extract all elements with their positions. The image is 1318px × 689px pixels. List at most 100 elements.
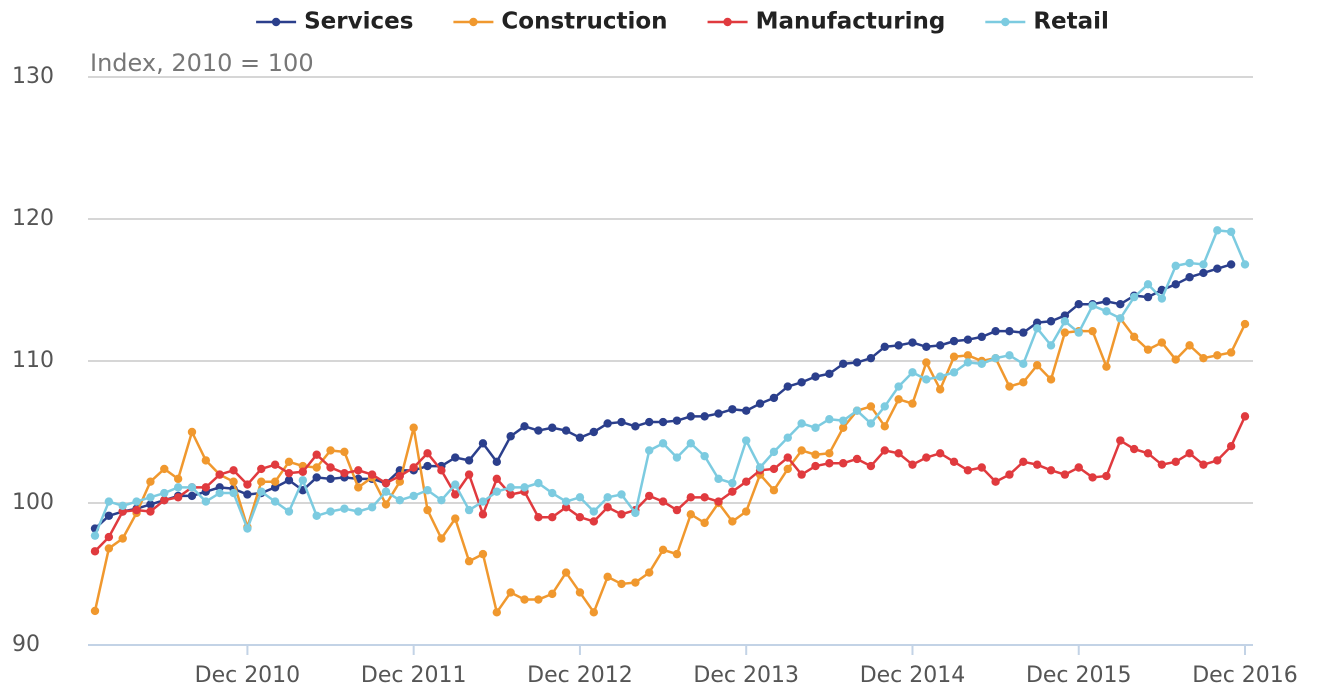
- data-point: [548, 423, 557, 432]
- data-point: [257, 464, 266, 474]
- data-point: [561, 426, 571, 435]
- data-point: [1157, 460, 1167, 469]
- data-point: [1171, 457, 1180, 467]
- data-point: [340, 504, 349, 513]
- data-point: [1116, 436, 1125, 445]
- data-point: [922, 342, 931, 351]
- data-point: [658, 417, 668, 427]
- data-point: [160, 495, 169, 505]
- data-point: [146, 493, 155, 502]
- data-point: [769, 464, 779, 474]
- data-point: [1143, 280, 1153, 289]
- data-point: [312, 450, 321, 459]
- data-point: [520, 422, 529, 431]
- data-point: [838, 359, 848, 369]
- legend-label: Manufacturing: [756, 9, 946, 35]
- data-point: [437, 534, 446, 543]
- data-point: [257, 487, 266, 496]
- data-point: [326, 507, 335, 516]
- data-point: [340, 468, 349, 478]
- data-point: [700, 518, 709, 528]
- data-point: [437, 495, 446, 505]
- x-tick-label: Dec 2016: [1192, 663, 1298, 688]
- data-point: [617, 510, 626, 519]
- data-point: [548, 488, 557, 498]
- data-point: [1171, 355, 1180, 364]
- data-point: [1019, 378, 1028, 387]
- data-point: [132, 505, 141, 515]
- data-point: [90, 547, 100, 556]
- data-point: [118, 501, 127, 511]
- data-point: [838, 459, 848, 468]
- data-point: [880, 446, 889, 455]
- data-point: [894, 382, 903, 391]
- y-tick-label: 100: [12, 490, 54, 515]
- data-point: [1213, 456, 1222, 465]
- data-point: [783, 433, 792, 442]
- data-point: [1005, 470, 1014, 479]
- data-point: [742, 406, 751, 415]
- data-point: [838, 423, 848, 432]
- data-point: [146, 500, 155, 509]
- data-point: [534, 426, 543, 435]
- data-point: [229, 477, 238, 486]
- x-tick-label: Dec 2011: [361, 663, 467, 688]
- data-point: [963, 351, 973, 360]
- data-point: [935, 385, 945, 394]
- data-point: [381, 478, 391, 488]
- data-point: [672, 453, 682, 462]
- data-point: [506, 588, 515, 597]
- data-point: [797, 378, 806, 387]
- data-point: [1116, 314, 1125, 323]
- data-point: [908, 368, 917, 377]
- data-point: [1143, 292, 1153, 302]
- data-point: [1088, 473, 1097, 482]
- data-point: [672, 416, 682, 425]
- data-point: [298, 476, 308, 485]
- data-point: [173, 493, 183, 502]
- legend-label: Construction: [501, 9, 667, 35]
- data-point: [742, 507, 751, 516]
- data-point: [1088, 301, 1097, 310]
- data-point: [423, 505, 432, 515]
- data-point: [755, 399, 765, 408]
- data-point: [1005, 326, 1014, 336]
- data-point: [728, 487, 737, 496]
- data-point: [977, 463, 986, 472]
- data-point: [1240, 260, 1250, 269]
- data-point: [104, 511, 114, 520]
- data-point: [783, 464, 792, 474]
- data-point: [880, 402, 889, 411]
- data-point: [492, 457, 502, 467]
- data-point: [1129, 332, 1139, 342]
- data-point: [603, 572, 612, 582]
- data-point: [658, 439, 668, 448]
- data-point: [949, 336, 959, 346]
- data-point: [1199, 460, 1208, 469]
- data-point: [381, 487, 391, 496]
- data-point: [728, 517, 737, 526]
- data-point: [714, 409, 723, 418]
- data-point: [160, 464, 169, 474]
- data-point: [589, 427, 598, 437]
- data-point: [769, 447, 779, 457]
- data-point: [589, 507, 598, 516]
- data-point: [1185, 449, 1194, 458]
- data-point: [284, 507, 294, 516]
- data-point: [395, 495, 405, 505]
- data-point: [284, 468, 294, 478]
- data-point: [575, 513, 585, 522]
- data-point: [1185, 341, 1194, 350]
- data-point: [783, 453, 792, 462]
- data-point: [686, 510, 695, 519]
- data-point: [243, 490, 252, 499]
- data-point: [1199, 353, 1208, 363]
- data-point: [243, 524, 252, 533]
- data-point: [714, 497, 723, 506]
- data-point: [451, 480, 460, 489]
- data-point: [1213, 226, 1222, 235]
- data-point: [1060, 470, 1070, 479]
- data-point: [838, 416, 848, 425]
- series-line: [93, 317, 1247, 614]
- data-point: [1005, 382, 1014, 391]
